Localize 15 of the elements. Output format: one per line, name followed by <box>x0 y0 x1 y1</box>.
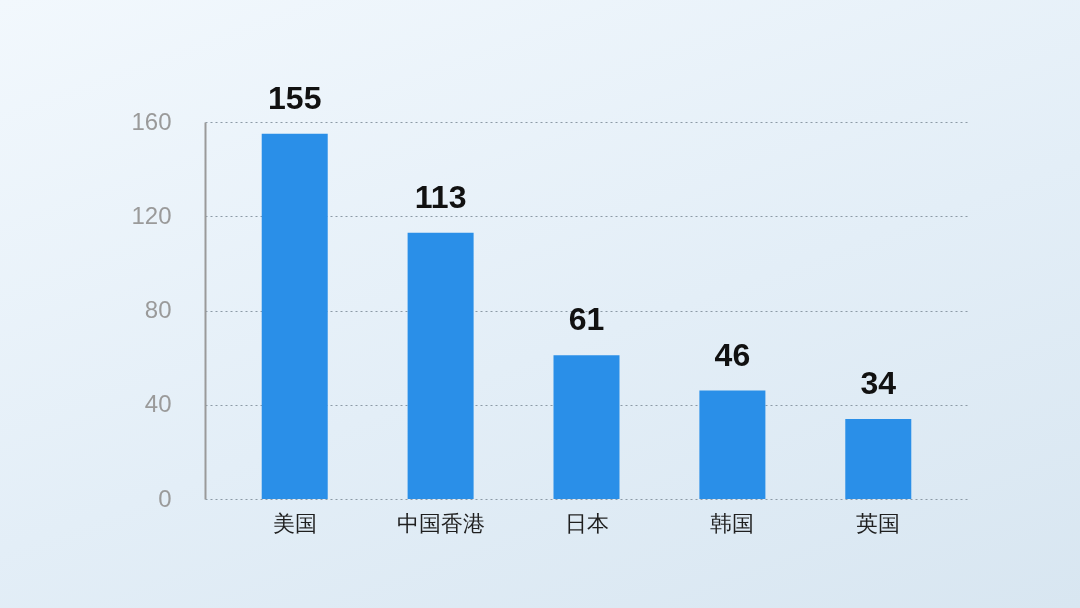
y-tick-label: 120 <box>131 201 172 229</box>
x-tick-label: 英国 <box>856 510 901 536</box>
y-tick-label: 40 <box>144 390 172 418</box>
y-tick-label: 80 <box>144 296 172 323</box>
x-tick-label: 韩国 <box>710 510 755 536</box>
data-label: 113 <box>414 178 467 215</box>
x-tick-label: 日本 <box>564 510 609 536</box>
data-label: 46 <box>714 336 751 373</box>
data-label: 61 <box>568 301 605 338</box>
data-label: 34 <box>860 364 897 401</box>
data-label: 155 <box>268 79 322 116</box>
x-tick-label: 美国 <box>272 510 317 536</box>
y-tick-label: 0 <box>158 484 172 512</box>
y-tick-label: 160 <box>131 107 172 135</box>
x-tick-label: 中国香港 <box>396 510 485 536</box>
